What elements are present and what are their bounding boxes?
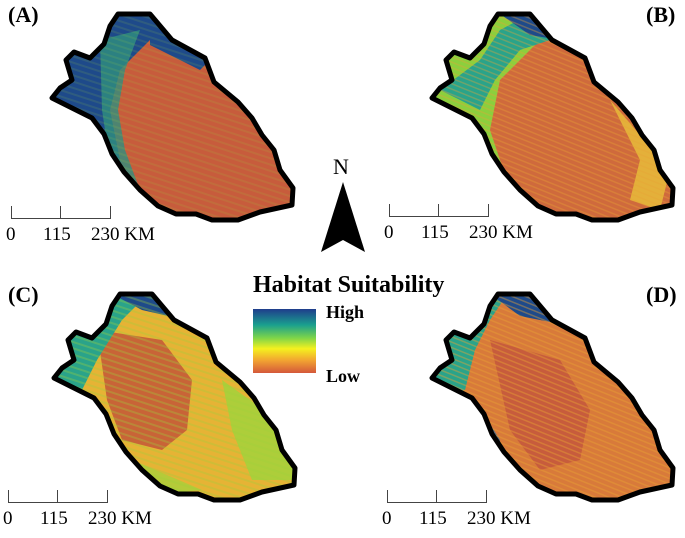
legend-high-label: High (326, 302, 365, 322)
legend-title: Habitat Suitability (253, 272, 445, 298)
north-label: N (333, 154, 349, 179)
scale-tick-0: 0 (384, 222, 394, 243)
scale-tick-0: 0 (6, 224, 16, 245)
scale-tick-0: 0 (3, 508, 13, 529)
scale-tick-115: 115 (419, 508, 447, 529)
scale-tick-230: 230 KM (91, 224, 155, 245)
panel-label-b: (B) (646, 2, 676, 27)
map-a (0, 0, 300, 230)
map-b (380, 0, 680, 230)
legend-low-label: Low (326, 366, 361, 386)
map-c (2, 280, 302, 510)
scalebar-c: 0 115 230 KM (0, 490, 152, 530)
map-d (380, 280, 680, 510)
panel-label-d: (D) (646, 282, 677, 307)
scale-tick-115: 115 (40, 508, 68, 529)
scale-tick-115: 115 (421, 222, 449, 243)
panel-label-c: (C) (8, 282, 39, 307)
scale-tick-230: 230 KM (469, 222, 533, 243)
scalebar-a: 0 115 230 KM (3, 206, 155, 246)
legend-color-ramp (253, 309, 316, 373)
scalebar-d: 0 115 230 KM (379, 490, 531, 530)
panel-label-a: (A) (8, 2, 39, 27)
scale-tick-115: 115 (43, 224, 71, 245)
scalebar-b: 0 115 230 KM (381, 204, 533, 244)
scale-tick-230: 230 KM (88, 508, 152, 529)
north-arrow-icon (321, 182, 365, 252)
scale-tick-0: 0 (382, 508, 392, 529)
scale-tick-230: 230 KM (467, 508, 531, 529)
